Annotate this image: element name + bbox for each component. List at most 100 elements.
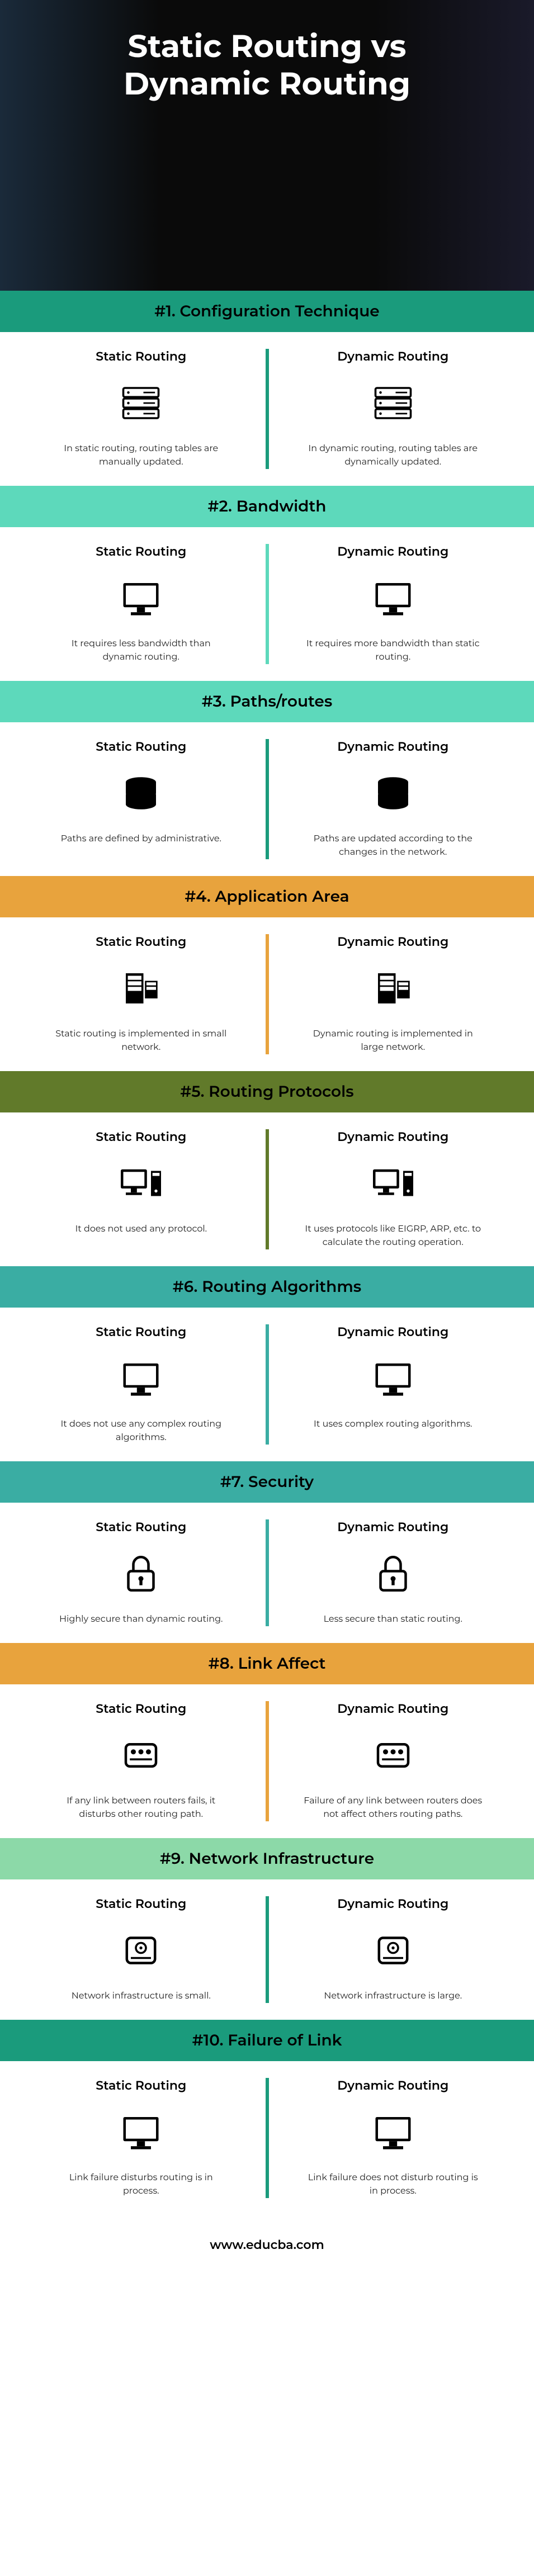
comparison-row: Static Routing Network infrastructure is … [0, 1879, 534, 2020]
drive-icon [291, 1730, 495, 1781]
left-column: Static Routing Paths are defined by admin… [22, 739, 260, 859]
left-column: Static RoutingIn static routing, routing… [22, 349, 260, 469]
monitor-icon [39, 1353, 243, 1404]
comparison-row: Static Routing If any link between router… [0, 1684, 534, 1838]
rack-icon [291, 963, 495, 1014]
left-column: Static Routing It requires less bandwidth… [22, 544, 260, 664]
left-description: It does not use any complex routing algo… [51, 1418, 230, 1445]
right-heading: Dynamic Routing [291, 1519, 495, 1535]
left-heading: Static Routing [39, 544, 243, 559]
left-heading: Static Routing [39, 2078, 243, 2093]
right-heading: Dynamic Routing [291, 1701, 495, 1716]
section-header: #5. Routing Protocols [0, 1071, 534, 1112]
right-heading: Dynamic Routing [291, 739, 495, 754]
right-description: Dynamic routing is implemented in large … [304, 1027, 483, 1054]
left-heading: Static Routing [39, 1519, 243, 1535]
left-description: Link failure disturbs routing is in proc… [51, 2171, 230, 2198]
right-description: It requires more bandwidth than static r… [304, 637, 483, 664]
right-heading: Dynamic Routing [291, 1129, 495, 1144]
server-icon [39, 378, 243, 428]
right-description: Failure of any link between routers does… [304, 1794, 483, 1821]
left-column: Static Routing It does not used any proto… [22, 1129, 260, 1249]
left-description: Static routing is implemented in small n… [51, 1027, 230, 1054]
comparison-row: Static Routing It does not used any proto… [0, 1112, 534, 1266]
right-description: It uses protocols like EIGRP, ARP, etc. … [304, 1223, 483, 1249]
left-description: It does not used any protocol. [51, 1223, 230, 1236]
right-heading: Dynamic Routing [291, 2078, 495, 2093]
server-icon [291, 378, 495, 428]
left-description: It requires less bandwidth than dynamic … [51, 637, 230, 664]
column-divider [266, 1129, 269, 1249]
rack-icon [39, 963, 243, 1014]
monitor-icon [39, 2107, 243, 2157]
right-description: Paths are updated according to the chang… [304, 832, 483, 859]
section-header: #7. Security [0, 1461, 534, 1503]
right-column: Dynamic Routing It requires more bandwidt… [275, 544, 512, 664]
right-heading: Dynamic Routing [291, 1324, 495, 1339]
column-divider [266, 2078, 269, 2198]
comparison-row: Static Routing Paths are defined by admin… [0, 722, 534, 876]
right-column: Dynamic Routing Network infrastructure is… [275, 1896, 512, 2003]
left-column: Static Routing It does not use any comple… [22, 1324, 260, 1445]
footer-url: www.educba.com [0, 2215, 534, 2275]
right-column: Dynamic Routing Failure of any link betwe… [275, 1701, 512, 1821]
column-divider [266, 934, 269, 1054]
left-heading: Static Routing [39, 1129, 243, 1144]
monitor-icon [291, 2107, 495, 2157]
comparison-row: Static Routing Link failure disturbs rout… [0, 2061, 534, 2215]
column-divider [266, 1519, 269, 1626]
monitor-icon [291, 573, 495, 623]
right-column: Dynamic Routing Paths are updated accordi… [275, 739, 512, 859]
section-header: #8. Link Affect [0, 1643, 534, 1684]
right-column: Dynamic Routing It uses complex routing a… [275, 1324, 512, 1445]
monitor-icon [39, 573, 243, 623]
right-column: Dynamic RoutingDynamic routing is implem… [275, 934, 512, 1054]
left-description: Paths are defined by administrative. [51, 832, 230, 846]
section-header: #3. Paths/routes [0, 681, 534, 722]
section-header: #2. Bandwidth [0, 486, 534, 527]
disk-icon [39, 1925, 243, 1976]
right-description: Network infrastructure is large. [304, 1990, 483, 2003]
comparison-row: Static Routing It requires less bandwidth… [0, 527, 534, 681]
right-heading: Dynamic Routing [291, 349, 495, 364]
drive-icon [39, 1730, 243, 1781]
left-column: Static Routing Static routing is implemen… [22, 934, 260, 1054]
left-description: If any link between routers fails, it di… [51, 1794, 230, 1821]
database-icon [291, 768, 495, 818]
section-header: #6. Routing Algorithms [0, 1266, 534, 1308]
column-divider [266, 1324, 269, 1445]
right-column: Dynamic Routing In dynamic routing, routi… [275, 349, 512, 469]
right-description: Less secure than static routing. [304, 1613, 483, 1626]
left-description: Network infrastructure is small. [51, 1990, 230, 2003]
disk-icon [291, 1925, 495, 1976]
pc-icon [39, 1158, 243, 1209]
section-header: #1. Configuration Technique [0, 291, 534, 332]
comparison-row: Static Routing It does not use any comple… [0, 1308, 534, 1461]
left-heading: Static Routing [39, 739, 243, 754]
right-column: Dynamic RoutingLink failure does not dis… [275, 2078, 512, 2198]
right-description: It uses complex routing algorithms. [304, 1418, 483, 1431]
comparison-row: Static Routing Static routing is implemen… [0, 917, 534, 1071]
left-column: Static Routing Network infrastructure is … [22, 1896, 260, 2003]
column-divider [266, 739, 269, 859]
right-column: Dynamic Routing Less secure than static r… [275, 1519, 512, 1626]
left-heading: Static Routing [39, 934, 243, 949]
section-header: #4. Application Area [0, 876, 534, 917]
left-heading: Static Routing [39, 349, 243, 364]
left-column: Static Routing If any link between router… [22, 1701, 260, 1821]
left-heading: Static Routing [39, 1896, 243, 1911]
column-divider [266, 349, 269, 469]
right-heading: Dynamic Routing [291, 544, 495, 559]
section-header: #9. Network Infrastructure [0, 1838, 534, 1879]
left-column: Static Routing Link failure disturbs rout… [22, 2078, 260, 2198]
right-description: In dynamic routing, routing tables are d… [304, 442, 483, 469]
left-heading: Static Routing [39, 1701, 243, 1716]
right-heading: Dynamic Routing [291, 1896, 495, 1911]
left-heading: Static Routing [39, 1324, 243, 1339]
column-divider [266, 1701, 269, 1821]
lock-icon [291, 1549, 495, 1599]
right-column: Dynamic Routing It uses protocols like EI… [275, 1129, 512, 1249]
pc-icon [291, 1158, 495, 1209]
left-column: Static RoutingHighly secure than dynamic… [22, 1519, 260, 1626]
section-header: #10. Failure of Link [0, 2020, 534, 2061]
